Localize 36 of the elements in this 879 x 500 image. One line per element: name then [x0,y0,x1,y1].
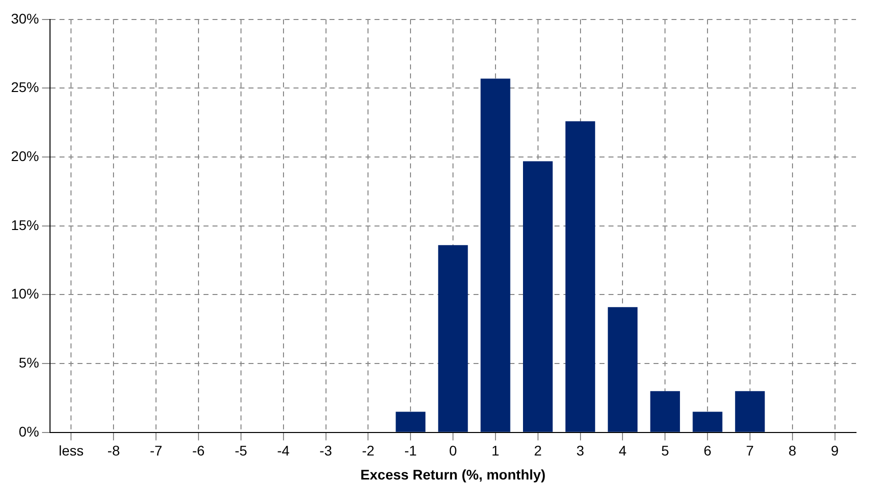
bar [396,412,426,432]
x-tick-label: 8 [788,442,796,459]
y-tick-label: 15% [10,216,40,233]
x-tick-label: 2 [534,442,542,459]
bar [608,307,638,432]
x-tick-label: -1 [404,442,418,459]
bar [692,412,722,432]
bar [523,161,553,432]
x-tick-label: 0 [449,442,458,459]
x-tick-label: 5 [661,442,670,459]
y-tick-label: 20% [10,148,40,164]
x-tick-label: -3 [320,442,332,459]
x-tick-label: 6 [704,442,712,459]
x-tick-label: 4 [618,442,627,459]
x-tick-label: -4 [277,442,290,459]
y-tick-label: 30% [10,10,40,26]
y-tick-label: 25% [10,79,40,96]
x-tick-label: -5 [234,442,248,459]
x-tick-label: 9 [830,442,839,459]
bar [438,245,468,432]
y-tick-label: 10% [10,286,40,302]
bar [480,78,510,432]
bar [735,391,765,432]
x-axis-title: Excess Return (%, monthly) [360,466,546,482]
x-tick-label: 3 [576,442,584,459]
bar [565,121,596,432]
x-tick-label: 7 [746,442,754,459]
x-tick-label: -6 [192,442,205,459]
bar [650,391,680,432]
x-tick-label: 1 [492,442,500,459]
y-tick-label: 0% [18,423,40,440]
y-tick-label: 5% [18,354,40,370]
x-tick-label: -7 [150,442,163,459]
x-tick-label: -8 [107,442,120,459]
x-tick-label: less [58,442,84,459]
x-tick-label: -2 [362,442,375,459]
